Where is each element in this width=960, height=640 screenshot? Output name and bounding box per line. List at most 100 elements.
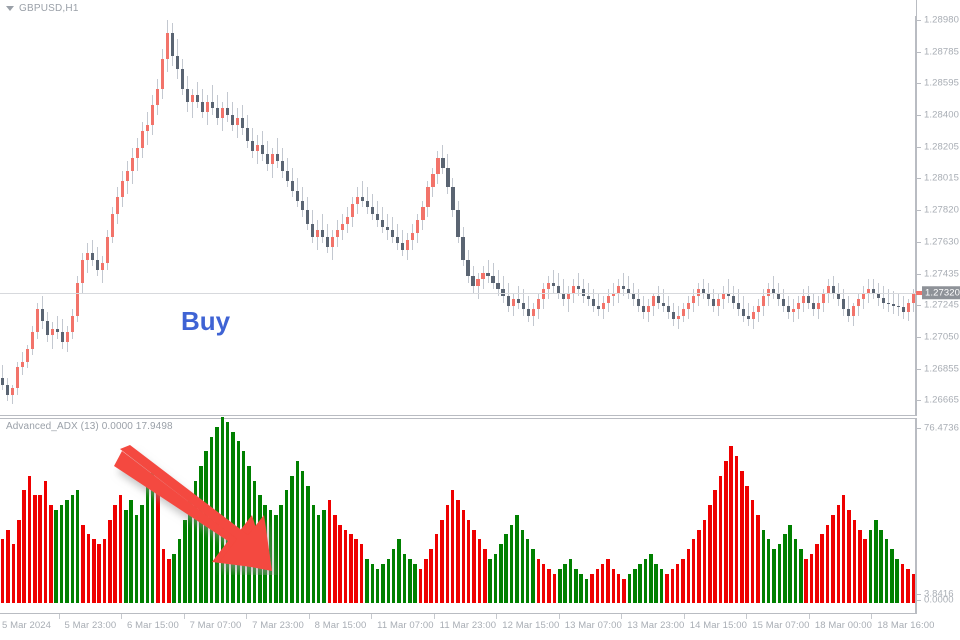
candle-body-bullish xyxy=(751,312,755,319)
symbol-bar[interactable]: GBPUSD,H1 xyxy=(0,0,916,16)
axis-tick xyxy=(917,273,921,275)
candle-body-bearish xyxy=(576,286,580,290)
candle-wick xyxy=(727,279,729,303)
candle-body-bearish xyxy=(261,144,265,155)
histogram-bar-positive xyxy=(172,554,176,603)
candle-body-bullish xyxy=(426,187,430,208)
histogram-bar-negative xyxy=(22,490,26,603)
candle-wick xyxy=(567,286,569,313)
candle-body-bearish xyxy=(626,289,630,293)
histogram-bar-negative xyxy=(161,549,166,603)
histogram-bar-negative xyxy=(724,461,728,603)
indicator-axis[interactable]: 76.4736 3.8416 0.0000 xyxy=(916,418,960,614)
histogram-bar-negative xyxy=(536,558,541,603)
histogram-bar-negative xyxy=(852,519,857,603)
histogram-bar-positive xyxy=(199,465,203,603)
histogram-bar-negative xyxy=(108,519,112,603)
histogram-bar-negative xyxy=(718,475,723,603)
histogram-bar-positive xyxy=(247,465,251,603)
candle-wick xyxy=(892,291,894,315)
time-axis-label: 11 Mar 23:00 xyxy=(439,620,497,631)
candle-body-bullish xyxy=(271,154,275,165)
indicator-pane[interactable] xyxy=(0,417,916,614)
candle-body-bullish xyxy=(796,302,800,310)
candle-wick xyxy=(322,213,324,244)
candle-wick xyxy=(2,365,3,390)
histogram-bar-positive xyxy=(558,568,562,603)
candle-body-bullish xyxy=(766,289,770,296)
candle-body-bearish xyxy=(736,302,740,310)
candle-body-bullish xyxy=(116,197,120,214)
histogram-bar-positive xyxy=(633,568,637,603)
histogram-bar-negative xyxy=(349,534,353,603)
indicator-axis-line xyxy=(916,418,917,614)
histogram-bar-positive xyxy=(493,554,498,603)
time-axis-separator xyxy=(746,614,748,619)
candle-body-bullish xyxy=(351,203,355,217)
histogram-bar-negative xyxy=(906,568,910,603)
candle-wick xyxy=(517,286,519,310)
histogram-bar-positive xyxy=(209,436,214,603)
histogram-bar-positive xyxy=(761,529,766,603)
histogram-bar-positive xyxy=(188,500,192,603)
candle-body-bullish xyxy=(646,305,650,313)
histogram-bar-positive xyxy=(868,529,873,603)
candlestick-series xyxy=(0,4,916,415)
candle-body-bearish xyxy=(841,299,845,310)
histogram-bar-positive xyxy=(193,480,198,603)
candle-wick xyxy=(772,276,774,300)
histogram-bar-positive xyxy=(643,558,648,603)
candle-body-bullish xyxy=(476,279,480,287)
histogram-bar-negative xyxy=(836,505,841,603)
candle-body-bullish xyxy=(206,101,210,112)
candle-body-bearish xyxy=(0,378,5,385)
candle-body-bearish xyxy=(636,299,640,306)
candle-body-bearish xyxy=(506,295,510,306)
histogram-bar-positive xyxy=(279,505,283,603)
histogram-bar-negative xyxy=(38,495,42,603)
candle-body-bearish xyxy=(40,309,45,321)
candle-body-bearish xyxy=(446,167,450,188)
candle-body-bullish xyxy=(161,59,165,89)
time-axis[interactable]: 5 Mar 2024 5 Mar 23:00 6 Mar 15:00 7 Mar 07… xyxy=(0,614,934,640)
histogram-bar-negative xyxy=(33,495,37,603)
histogram-bar-positive xyxy=(134,514,139,603)
candle-body-bearish xyxy=(266,154,270,165)
histogram-bar-negative xyxy=(6,529,10,603)
histogram-bar-negative xyxy=(606,558,610,603)
candle-body-bearish xyxy=(241,118,245,129)
candle-body-bullish xyxy=(906,302,911,313)
candle-body-bullish xyxy=(35,309,40,333)
candle-body-bullish xyxy=(861,292,865,300)
histogram-bar-negative xyxy=(343,529,348,603)
candle-body-bearish xyxy=(881,297,885,303)
histogram-bar-negative xyxy=(681,558,685,603)
candle-body-bullish xyxy=(406,240,410,250)
histogram-bar-negative xyxy=(734,456,739,603)
histogram-bar-negative xyxy=(156,480,160,603)
price-axis[interactable]: 1.28980 1.28785 1.28595 1.28400 1.28205 1.280… xyxy=(916,0,960,416)
histogram-bar-negative xyxy=(27,475,32,603)
candle-body-bullish xyxy=(546,282,550,290)
candle-body-bullish xyxy=(20,361,25,367)
chevron-down-icon[interactable] xyxy=(6,5,14,11)
histogram-bar-negative xyxy=(456,500,460,603)
candle-wick xyxy=(52,322,54,349)
histogram-bar-positive xyxy=(777,544,782,603)
histogram-bar-positive xyxy=(890,549,894,603)
time-axis-separator xyxy=(496,614,498,619)
histogram-bar-positive xyxy=(145,485,150,603)
histogram-bar-positive xyxy=(295,461,300,603)
candle-body-bearish xyxy=(596,305,600,310)
histogram-bar-negative xyxy=(461,510,466,603)
histogram-bar-positive xyxy=(241,451,246,603)
candle-wick xyxy=(597,292,599,316)
candle-body-bearish xyxy=(371,207,375,214)
candle-body-bearish xyxy=(291,180,295,191)
histogram-bar-negative xyxy=(81,524,85,603)
histogram-bar-negative xyxy=(113,505,117,603)
candle-body-bearish xyxy=(376,213,380,221)
candle-body-bullish xyxy=(191,95,195,102)
price-chart-pane[interactable] xyxy=(0,4,916,416)
price-axis-label: 1.28980 xyxy=(924,14,960,26)
